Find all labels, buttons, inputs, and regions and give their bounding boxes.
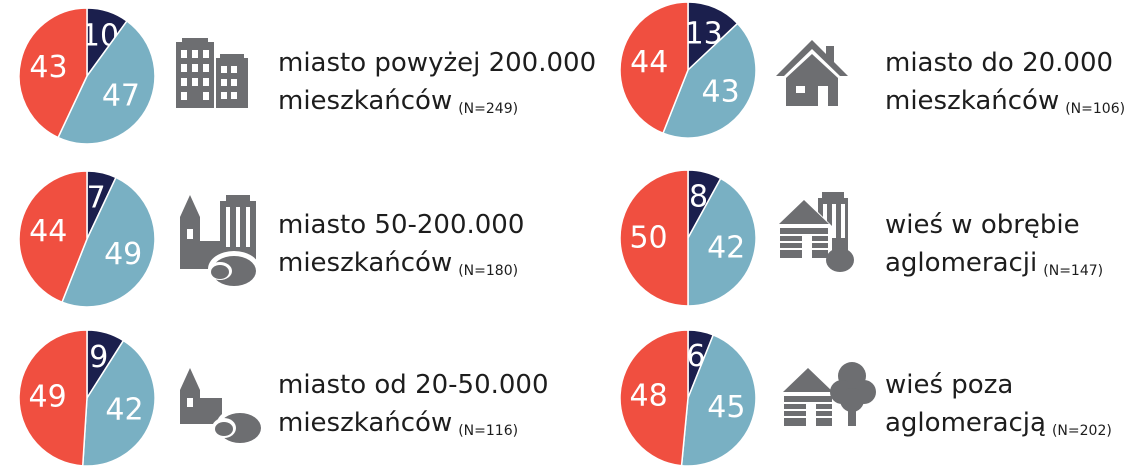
value-label: 44 [630,45,668,80]
value-label: 47 [102,79,140,114]
label-line: mieszkańców (N=106) [885,86,1125,117]
sample-size: (N=202) [1052,423,1112,439]
value-label: 50 [629,221,667,256]
label-line: miasto 50-200.000 [278,210,524,240]
pie-slice [18,7,88,139]
pie-slice [680,333,757,467]
pie-slice [687,1,739,72]
label-line: miasto powyżej 200.000 [278,48,596,78]
value-label: 7 [87,180,106,215]
label-line: aglomeracji (N=147) [885,248,1103,279]
sample-size: (N=106) [1065,101,1125,117]
icon-village-agglomeration [776,192,854,272]
label-line: mieszkańców (N=180) [278,248,518,279]
label-line: miasto do 20.000 [885,48,1113,78]
icon-small-town [180,368,264,444]
pie-slice [60,176,156,308]
sample-size: (N=180) [458,263,518,279]
label-text: mieszkańców [885,86,1059,116]
value-label: 8 [689,180,708,215]
value-label: 43 [702,75,740,110]
pie-slice [81,339,156,467]
pie-slice [619,169,689,307]
pie-slice [619,329,689,467]
label-line: miasto od 20-50.000 [278,370,549,400]
pie: 7 49 44 [18,170,156,308]
value-label: 9 [89,340,108,375]
label-text: mieszkańców [278,248,452,278]
pie-slice [661,22,757,139]
label-text: aglomeracją [885,408,1046,438]
label-text: mieszkańców [278,86,452,116]
value-label: 49 [28,379,66,414]
sample-size: (N=147) [1043,263,1103,279]
label-line: aglomeracją (N=202) [885,408,1112,439]
value-label: 42 [707,230,745,265]
pie: 9 42 49 [18,329,156,467]
label-text: mieszkańców [278,408,452,438]
pie-slice [619,1,689,135]
label-line: wieś w obrębie [885,210,1080,240]
pie-slice [57,19,156,145]
value-label: 48 [630,379,668,414]
icon-town [180,195,260,287]
pie-slice [18,329,88,467]
label-line: mieszkańców (N=249) [278,86,518,117]
pie-slice [18,170,88,304]
value-label: 44 [29,214,67,249]
icon-village [783,362,876,426]
sample-size: (N=116) [458,423,518,439]
pie: 8 42 50 [619,169,757,307]
label-line: mieszkańców (N=116) [278,408,518,439]
value-label: 42 [105,393,143,428]
label-text: aglomeracji [885,248,1037,278]
icon-city [176,38,248,108]
value-label: 43 [29,50,67,85]
pie-slice [687,177,757,307]
icon-house [776,40,848,106]
value-label: 45 [707,390,745,425]
sample-size: (N=249) [458,101,518,117]
value-label: 49 [104,237,142,272]
label-line: wieś poza [885,370,1013,400]
